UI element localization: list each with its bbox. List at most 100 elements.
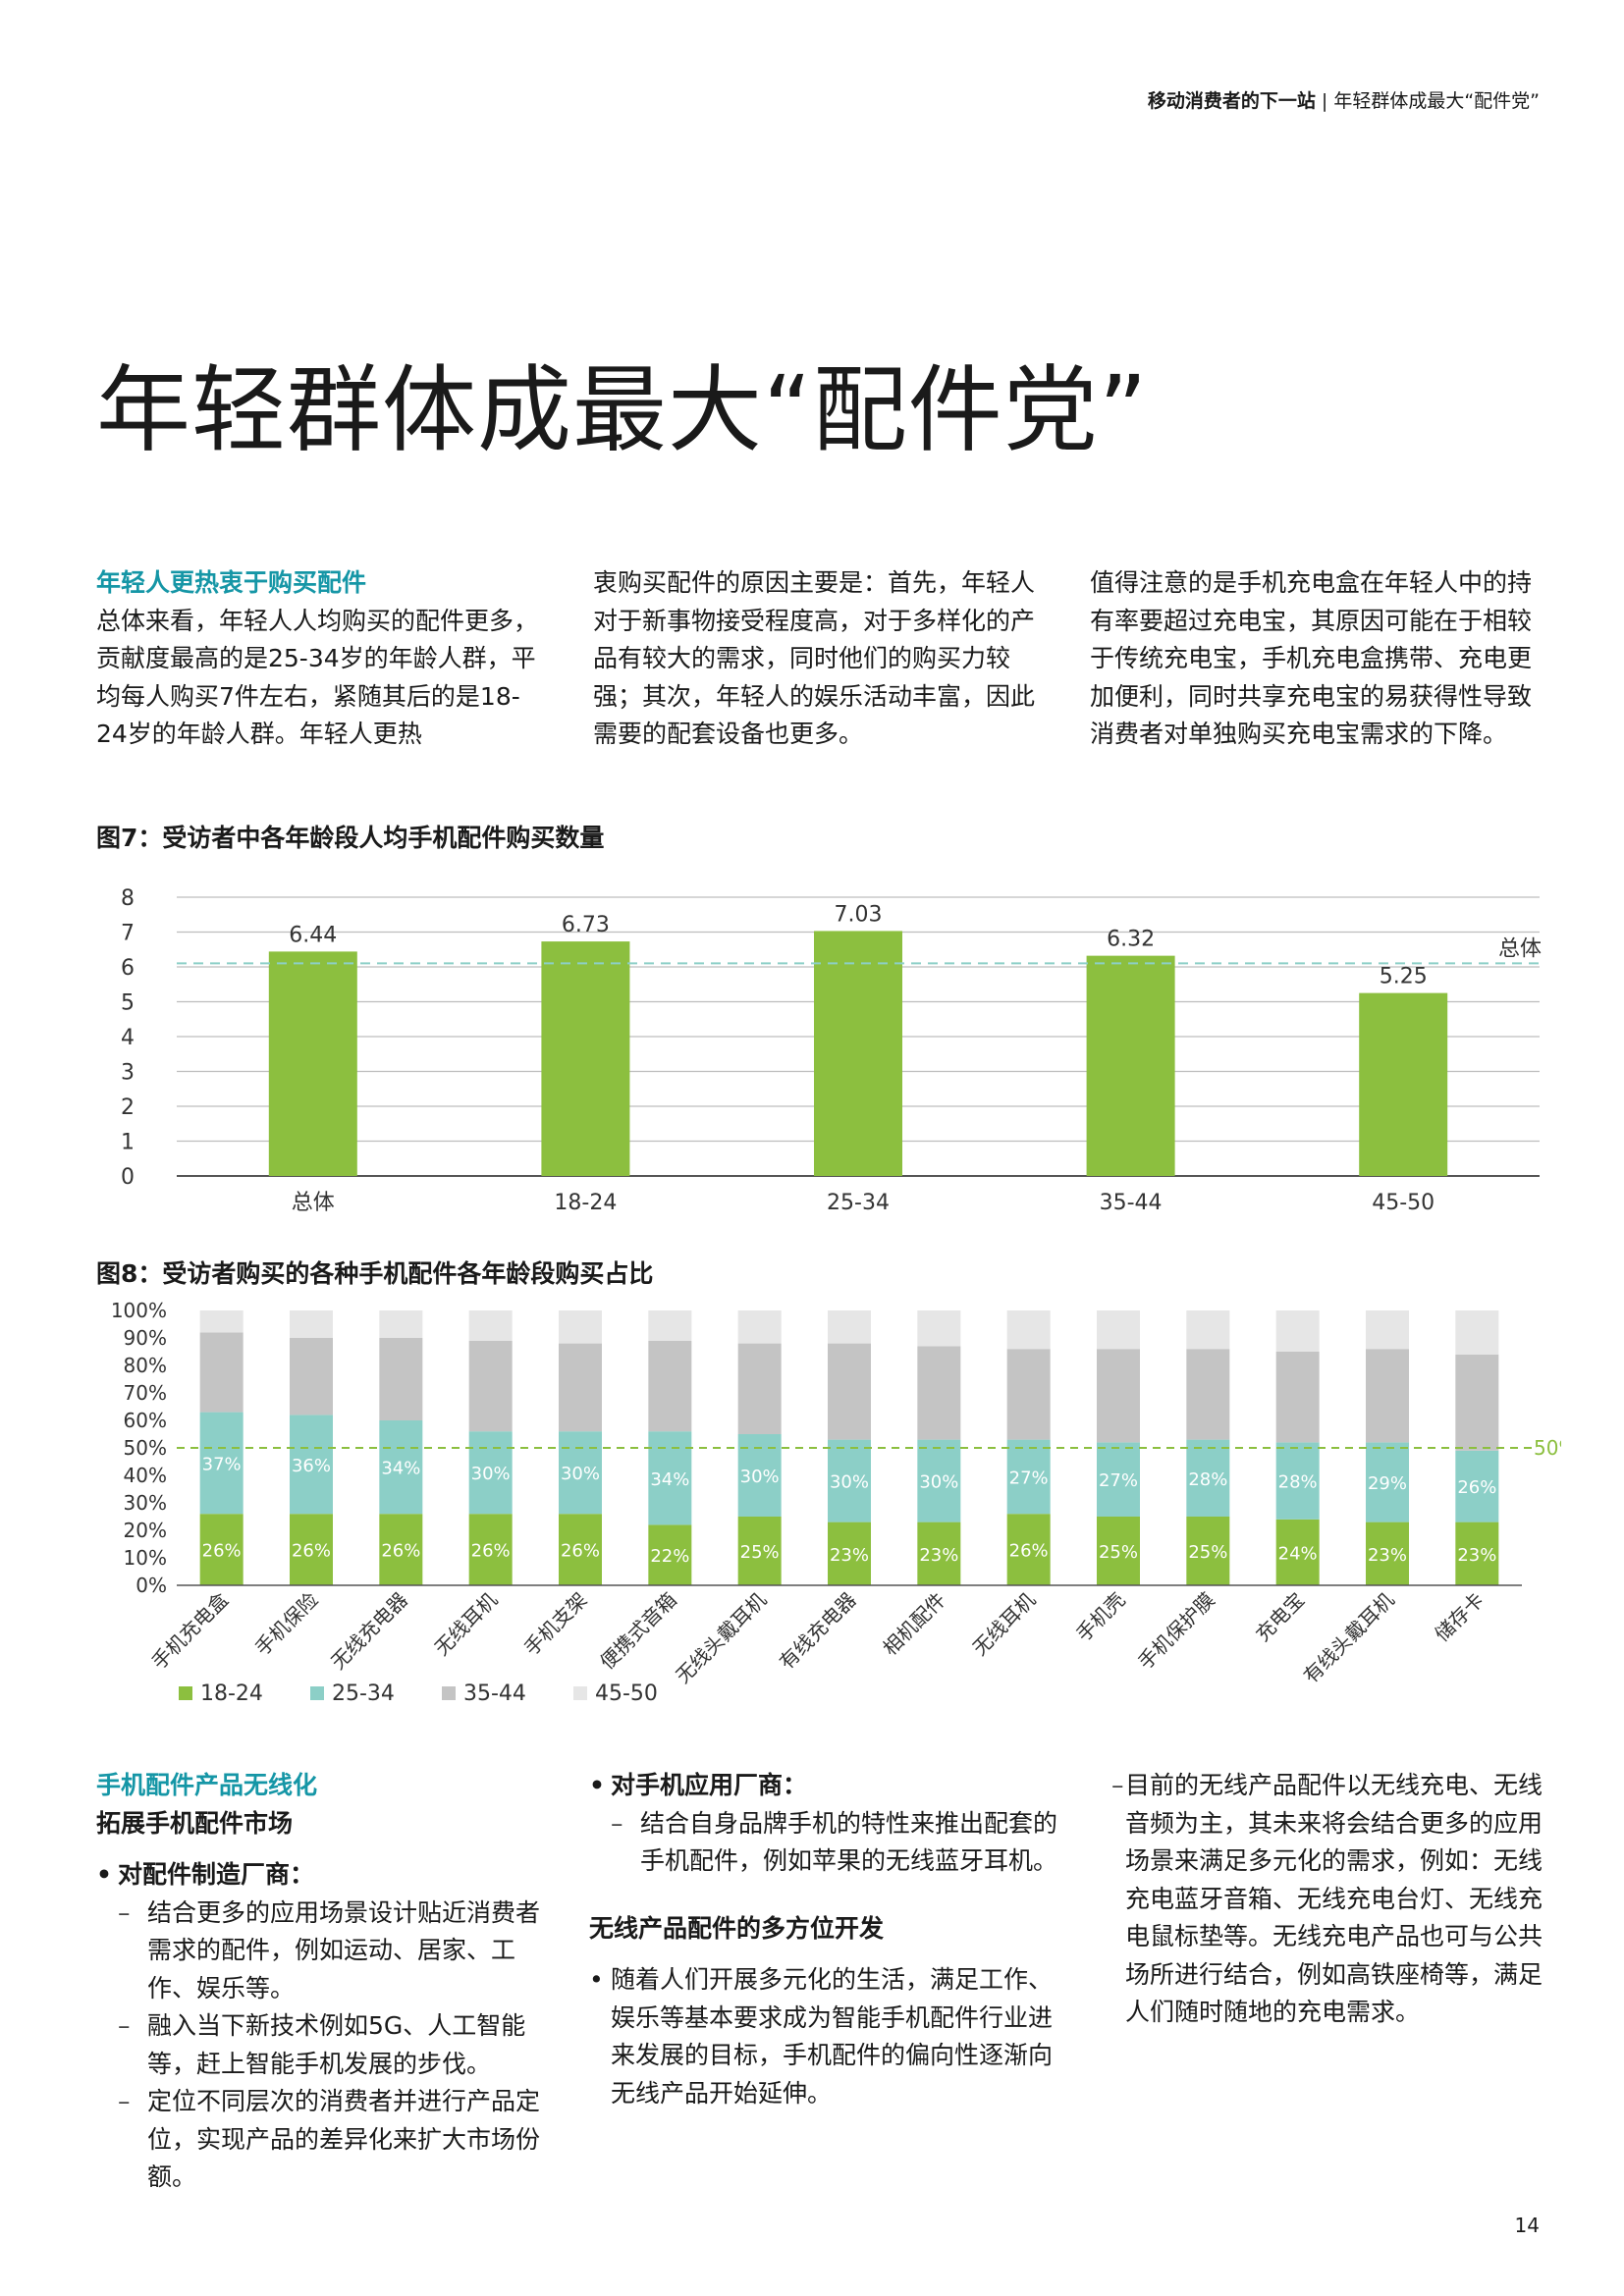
fig7-y-tick-label: 4 [121, 1026, 135, 1050]
fig8-x-tick-label: 有线充电器 [775, 1588, 861, 1675]
fig8-bar-segment [1006, 1310, 1051, 1350]
fig8-data-label: 23% [919, 1545, 958, 1566]
bullet-accessory-makers: 对配件制造厂商： [96, 1856, 558, 1895]
fig8-bar-segment [559, 1343, 602, 1432]
fig8-bar-segment [290, 1310, 333, 1338]
header-report-title: 移动消费者的下一站 [1147, 90, 1316, 112]
fig8-bar-segment [290, 1514, 333, 1585]
figure-8-chart: 0% 10% 20% 30% 40% 50% 60% 70% 80% 90% 100% 26% 37% 手… [88, 1296, 1578, 1728]
fig8-data-label: 37% [202, 1454, 242, 1474]
fig7-y-tick-label: 7 [121, 922, 135, 946]
fig7-x-tick-label: 45-50 [1372, 1191, 1435, 1215]
fig8-bar-segment [1455, 1354, 1499, 1451]
fig8-x-tick-label: 储存卡 [1430, 1588, 1488, 1646]
fig8-bar-segment [1275, 1352, 1320, 1443]
fig7-data-label: 7.03 [835, 902, 883, 927]
fig8-bar-segment [1006, 1514, 1051, 1585]
figure-8-title: 图8：受访者购买的各种手机配件各年龄段购买占比 [96, 1259, 654, 1288]
fig7-x-tick-label: 总体 [292, 1191, 335, 1215]
fig8-data-label: 26% [292, 1541, 331, 1562]
fig7-data-label: 6.32 [1107, 928, 1155, 952]
dash-item-5: 目前的无线产品配件以无线充电、无线音频为主，其未来将会结合更多的应用场景来满足多… [1090, 1767, 1551, 2032]
fig8-y-tick-label: 100% [111, 1299, 167, 1322]
page-title: 年轻群体成最大“配件党” [96, 355, 1149, 465]
fig8-y-tick-label: 30% [124, 1491, 167, 1515]
fig7-y-tick-label: 0 [121, 1165, 135, 1190]
fig8-legend-label: 18-24 [200, 1682, 263, 1706]
fig8-x-tick-label: 手机支架 [519, 1588, 592, 1661]
fig8-data-label: 23% [830, 1545, 869, 1566]
bullet-phone-makers: 对手机应用厂商： [589, 1767, 1060, 1805]
fig8-bar-segment [290, 1415, 333, 1515]
fig8-data-label: 26% [202, 1541, 242, 1562]
fig8-x-tick-label: 手机充电盒 [147, 1588, 234, 1675]
intro-column-3: 值得注意的是手机充电盒在年轻人中的持有率要超过充电宝，其原因可能在于相较于传统充… [1090, 564, 1542, 754]
intro-text-3: 值得注意的是手机充电盒在年轻人中的持有率要超过充电宝，其原因可能在于相较于传统充… [1090, 568, 1533, 748]
fig8-x-tick-label: 无线耳机 [968, 1588, 1041, 1661]
fig8-bar-segment [1366, 1442, 1409, 1522]
fig7-y-tick-label: 2 [121, 1095, 135, 1120]
fig8-bar-segment [468, 1514, 513, 1585]
fig8-data-label: 22% [650, 1546, 689, 1567]
fig8-bar-segment [1455, 1522, 1499, 1585]
header-separator: | [1321, 90, 1328, 112]
fig8-bar-segment [1275, 1442, 1320, 1520]
fig8-data-label: 29% [1368, 1473, 1407, 1494]
fig8-bar-segment [468, 1310, 513, 1341]
fig8-bar-segment [917, 1439, 961, 1522]
fig8-data-label: 26% [1457, 1477, 1496, 1498]
fig8-bar-segment [1006, 1349, 1051, 1440]
fig8-bar-segment [648, 1431, 692, 1525]
fig8-data-label: 30% [740, 1467, 780, 1487]
dash-item-4: 结合自身品牌手机的特性来推出配套的手机配件，例如苹果的无线蓝牙耳机。 [589, 1805, 1060, 1881]
fig8-data-label: 23% [1368, 1545, 1407, 1566]
fig8-bar-segment [828, 1439, 871, 1522]
fig8-bar-segment [1186, 1439, 1230, 1517]
fig8-data-label: 26% [381, 1541, 420, 1562]
fig8-x-tick-label: 有线头戴耳机 [1299, 1588, 1399, 1688]
fig8-bar-segment [468, 1340, 513, 1432]
fig8-bar-segment [648, 1310, 692, 1341]
fig8-bar-segment [737, 1517, 782, 1585]
header-section-title: 年轻群体成最大“配件党” [1333, 90, 1540, 112]
fig8-legend-label: 25-34 [332, 1682, 395, 1706]
fig8-bar-segment [917, 1522, 961, 1585]
fig8-data-label: 34% [650, 1469, 689, 1490]
fig8-bar-segment [737, 1310, 782, 1344]
fig8-data-label: 26% [1009, 1541, 1049, 1562]
fig8-y-tick-label: 90% [124, 1326, 167, 1350]
fig8-data-label: 25% [740, 1542, 780, 1563]
fig8-bar-segment [199, 1310, 244, 1333]
fig7-data-label: 6.73 [562, 913, 610, 937]
fig8-data-label: 23% [1457, 1545, 1496, 1566]
fig8-data-label: 30% [471, 1464, 511, 1484]
figure-8-svg: 0% 10% 20% 30% 40% 50% 60% 70% 80% 90% 100% 26% 37% 手… [111, 1299, 1578, 1706]
fig8-bar-segment [1366, 1310, 1409, 1350]
fig8-x-tick-label: 手机保护膜 [1133, 1588, 1219, 1675]
fig8-bar-segment [917, 1310, 961, 1347]
fig7-bar [1359, 992, 1448, 1176]
fig7-data-label: 6.44 [289, 923, 337, 947]
fig8-data-label: 25% [1188, 1542, 1227, 1563]
fig8-data-label: 34% [381, 1459, 420, 1479]
fig7-data-label: 5.25 [1380, 965, 1428, 989]
intro-column-2: 衷购买配件的原因主要是：首先，年轻人对于新事物接受程度高，对于多样化的产品有较大… [593, 564, 1035, 754]
fig7-y-tick-label: 1 [121, 1131, 135, 1155]
fig8-y-tick-label: 50% [124, 1436, 167, 1460]
fig8-bar-segment [559, 1431, 602, 1515]
fig8-y-tick-label: 70% [124, 1381, 167, 1405]
fig8-data-label: 24% [1278, 1543, 1318, 1564]
fig7-reference-label: 总体 [1498, 936, 1542, 961]
fig7-x-tick-label: 25-34 [827, 1191, 890, 1215]
fig8-bar-segment [1186, 1310, 1230, 1350]
fig8-x-tick-label: 无线头戴耳机 [671, 1588, 771, 1688]
fig8-data-label: 27% [1099, 1470, 1138, 1491]
fig7-bar [814, 931, 902, 1176]
running-header: 移动消费者的下一站 | 年轻群体成最大“配件党” [1148, 86, 1540, 113]
fig8-bar-segment [1366, 1349, 1409, 1443]
dash-item-2: 融入当下新技术例如5G、人工智能等，赶上智能手机发展的步伐。 [96, 2007, 558, 2083]
fig8-data-label: 28% [1188, 1469, 1227, 1490]
fig7-x-tick-label: 18-24 [554, 1191, 617, 1215]
section2-heading-3: 无线产品配件的多方位开发 [589, 1913, 885, 1943]
dash-item-1: 结合更多的应用场景设计贴近消费者需求的配件，例如运动、居家、工作、娱乐等。 [96, 1895, 558, 2008]
